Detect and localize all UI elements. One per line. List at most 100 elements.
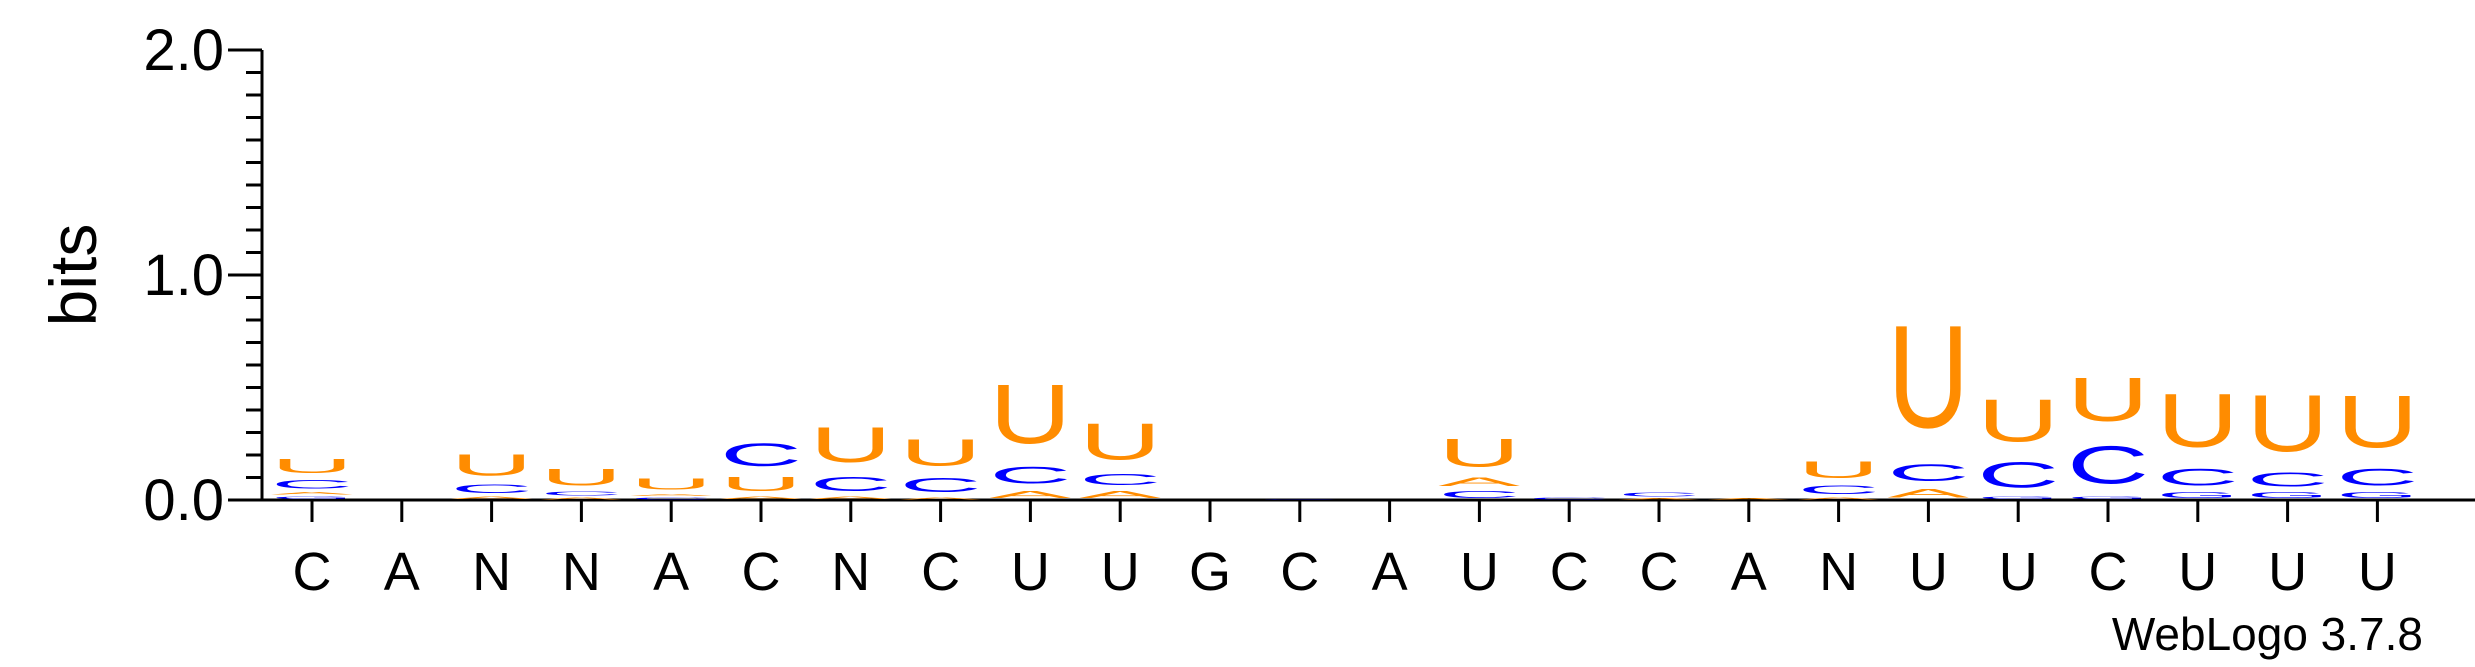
weblogo-credit: WebLogo 3.7.8 — [2112, 608, 2423, 660]
logo-letter: G — [2336, 491, 2418, 500]
logo-letter: U — [1887, 294, 1969, 458]
letter-stack: AUC — [720, 437, 802, 500]
logo-letter: U — [2336, 381, 2418, 464]
logo-letter: C — [2067, 434, 2149, 495]
x-tick-label: A — [1372, 542, 1408, 602]
x-tick-label: U — [2178, 542, 2217, 602]
logo-letter: C — [900, 474, 982, 496]
letter-stack: GCU — [2247, 378, 2329, 500]
logo-letter: G — [2067, 495, 2149, 500]
letter-stack: ACU — [810, 417, 892, 500]
logo-letter: C — [1259, 499, 1341, 500]
x-tick-label: U — [1460, 542, 1499, 602]
x-tick-label: A — [384, 542, 420, 602]
x-tick-label: C — [1640, 542, 1679, 602]
logo-letter: C — [1618, 492, 1700, 498]
letter-stack: A — [1708, 498, 1790, 500]
logo-letter: U — [989, 367, 1071, 461]
logo-letter: C — [1887, 460, 1969, 487]
logo-letter: C — [1079, 471, 1161, 489]
logo-letter: A — [720, 496, 802, 500]
letter-stack: ACU — [900, 431, 982, 500]
letter-stack: AC — [1618, 492, 1700, 500]
letter-stack: GCU — [2157, 378, 2239, 500]
letter-stack: ACU — [1887, 294, 1969, 500]
logo-letter: A — [1798, 497, 1880, 500]
x-tick-label: G — [1189, 542, 1231, 602]
logo-letter: U — [540, 464, 622, 491]
x-tick-label: C — [293, 542, 332, 602]
logo-letter: A — [810, 496, 892, 500]
logo-letter: U — [720, 473, 802, 495]
y-tick-label: 2.0 — [143, 18, 224, 83]
logo-letter: U — [630, 475, 712, 493]
logo-letter: A — [1887, 487, 1969, 500]
y-ticks: 0.0 1.0 2.0 — [143, 18, 262, 533]
logo-letter: G — [2247, 491, 2329, 500]
letter-stack: C — [1528, 497, 1610, 500]
logo-letter: A — [451, 496, 533, 500]
logo-letter: U — [451, 448, 533, 482]
letter-stack: GCU — [2336, 381, 2418, 500]
x-tick-label: A — [1731, 542, 1767, 602]
logo-letter: C — [2247, 469, 2329, 491]
logo-letter: C — [540, 491, 622, 497]
letter-stack: C — [1259, 499, 1341, 500]
logo-letter: G — [2157, 491, 2239, 500]
logo-letter: C — [989, 462, 1071, 489]
logo-letter: U — [1798, 456, 1880, 483]
logo-letter: U — [1438, 431, 1520, 476]
x-tick-label: C — [2089, 542, 2128, 602]
x-tick-label: U — [1101, 542, 1140, 602]
letter-stack: GCU — [1977, 388, 2059, 500]
logo-letter: C — [2336, 464, 2418, 491]
logo-letter: U — [1977, 388, 2059, 455]
letter-stack: ACU — [451, 448, 533, 500]
logo-letter: C — [720, 437, 802, 473]
x-tick-label: U — [1999, 542, 2038, 602]
x-tick-label: U — [2358, 542, 2397, 602]
letter-stack: CAU — [1438, 431, 1520, 500]
logo-letter: C — [451, 482, 533, 495]
logo-letter: C — [1438, 489, 1520, 500]
logo-letter: A — [540, 497, 622, 500]
logo-letter: G — [271, 495, 353, 500]
logo-letter: C — [1977, 455, 2059, 495]
logo-letter: C — [1798, 483, 1880, 496]
logo-letter: A — [1708, 498, 1790, 500]
x-tick-label: N — [472, 542, 511, 602]
x-tick-label: N — [562, 542, 601, 602]
letter-stack: ACU — [1798, 456, 1880, 500]
logo-letter: U — [2247, 378, 2329, 468]
logo-letter: U — [1079, 412, 1161, 471]
y-tick-label: 0.0 — [143, 468, 224, 533]
letter-stack: ACU — [540, 464, 622, 500]
x-tick-label: A — [653, 542, 689, 602]
letter-stack: ACU — [989, 367, 1071, 500]
logo-letter: G — [1977, 495, 2059, 500]
logo-letter: C — [630, 497, 712, 500]
logo-letter: C — [2157, 464, 2239, 491]
logo-letter: U — [271, 455, 353, 477]
x-tick-label: C — [921, 542, 960, 602]
logo-letter: C — [1528, 497, 1610, 500]
x-tick-label: U — [1909, 542, 1948, 602]
logo-letter: U — [810, 417, 892, 473]
logo-letter: C — [271, 478, 353, 491]
x-tick-label: N — [831, 542, 870, 602]
x-tick-label: U — [2268, 542, 2307, 602]
letter-stack: GCU — [2067, 365, 2149, 500]
y-tick-label: 1.0 — [143, 243, 224, 308]
x-tick-label: U — [1011, 542, 1050, 602]
logo-letter: A — [630, 493, 712, 496]
logo-letter: A — [1079, 489, 1161, 500]
x-tick-label: C — [1280, 542, 1319, 602]
letter-stack: ACU — [1079, 412, 1161, 500]
letter-stack: CAU — [630, 475, 712, 500]
y-axis-label: bits — [36, 224, 110, 327]
logo-letter: U — [900, 431, 982, 474]
